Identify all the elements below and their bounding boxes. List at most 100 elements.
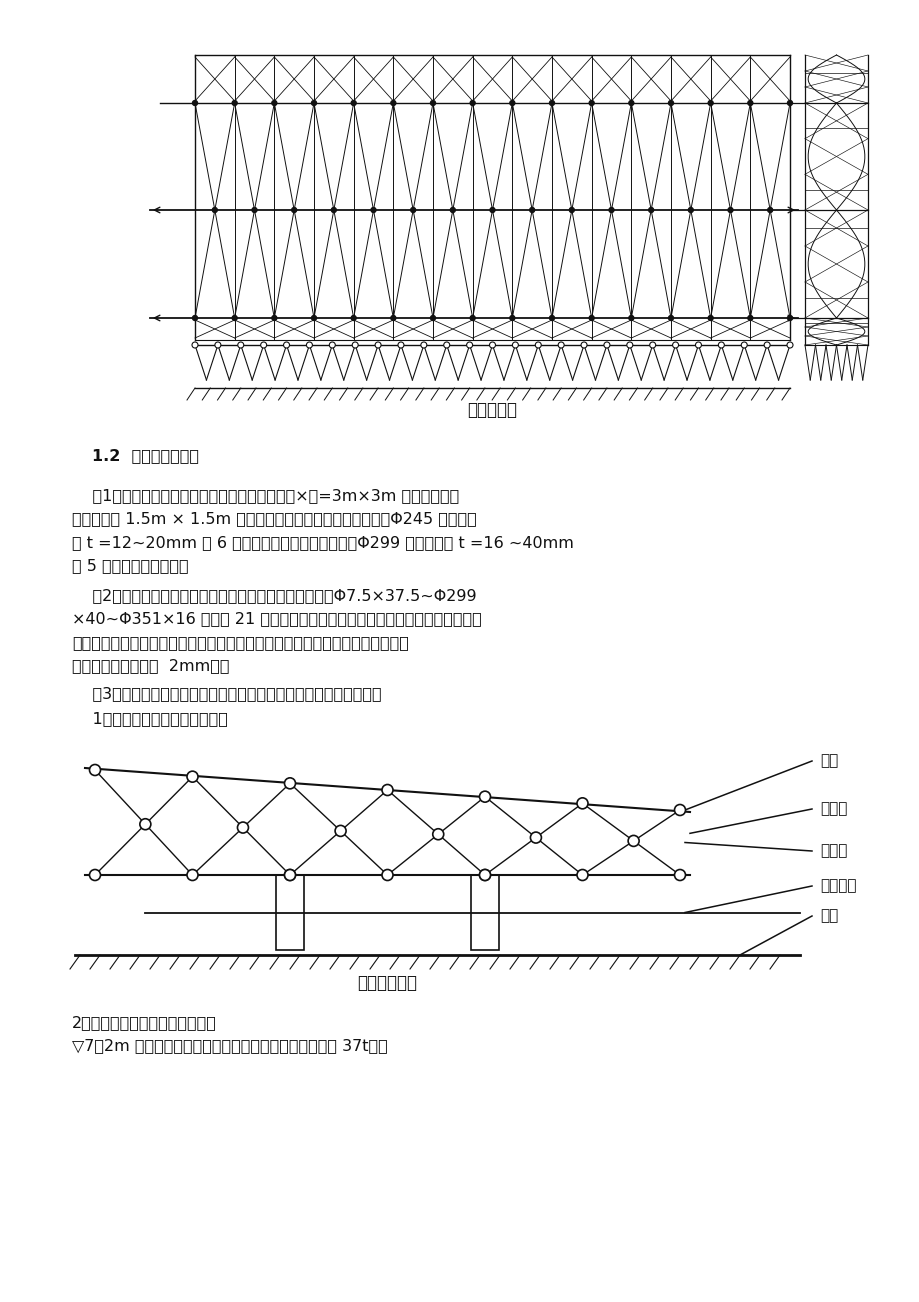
Circle shape (535, 342, 540, 348)
Circle shape (674, 805, 685, 815)
Circle shape (89, 764, 100, 776)
Circle shape (588, 100, 594, 105)
Circle shape (391, 100, 395, 105)
Circle shape (509, 315, 515, 320)
Circle shape (381, 785, 392, 796)
Circle shape (479, 792, 490, 802)
Circle shape (192, 342, 198, 348)
Circle shape (576, 870, 587, 880)
Circle shape (687, 207, 693, 212)
Circle shape (626, 342, 632, 348)
Circle shape (629, 315, 633, 320)
Text: 有 t =12~20mm 等 6 种不同的厚度变化，下弦杆（Φ299 无缝管）有 t =16 ~40mm: 有 t =12~20mm 等 6 种不同的厚度变化，下弦杆（Φ299 无缝管）有… (72, 535, 573, 549)
Circle shape (509, 100, 515, 105)
Text: 钢屋盖结构: 钢屋盖结构 (467, 401, 517, 419)
Circle shape (549, 315, 554, 320)
Text: ×40~Φ351×16 等多达 21 种），而设计采用的节点形式全部为管一管相贯焊接: ×40~Φ351×16 等多达 21 种），而设计采用的节点形式全部为管一管相贯… (72, 612, 482, 626)
Bar (276, 875, 303, 950)
Circle shape (628, 836, 639, 846)
Circle shape (668, 100, 673, 105)
Circle shape (271, 100, 277, 105)
Circle shape (786, 342, 792, 348)
Circle shape (764, 342, 769, 348)
Circle shape (430, 315, 435, 320)
Circle shape (443, 342, 449, 348)
Circle shape (192, 100, 198, 105)
Text: （1）结构截面变化多。其截面大小由中部的底×高=3m×3m 变化，两端即: （1）结构截面变化多。其截面大小由中部的底×高=3m×3m 变化，两端即 (72, 488, 459, 503)
Circle shape (351, 315, 356, 320)
Circle shape (352, 342, 357, 348)
Circle shape (335, 825, 346, 836)
Circle shape (674, 870, 685, 880)
Text: 柱帽杆: 柱帽杆 (819, 844, 846, 858)
Text: 接点，不可避免地将会造成节点处构造空间过小，给节点定位精度提出很高要求: 接点，不可避免地将会造成节点处构造空间过小，给节点定位精度提出很高要求 (72, 635, 408, 650)
Circle shape (470, 100, 474, 105)
Circle shape (708, 100, 712, 105)
Circle shape (329, 342, 335, 348)
Circle shape (569, 207, 573, 212)
Circle shape (529, 207, 534, 212)
Circle shape (530, 832, 540, 844)
Text: ▽7．2m 楼板参与结构受力，以抵消结构外推力（最大达 37t）。: ▽7．2m 楼板参与结构受力，以抵消结构外推力（最大达 37t）。 (72, 1039, 387, 1053)
Circle shape (351, 100, 356, 105)
Circle shape (306, 342, 312, 348)
Circle shape (260, 342, 267, 348)
Circle shape (479, 870, 490, 880)
Circle shape (271, 315, 277, 320)
Circle shape (410, 207, 415, 212)
Circle shape (787, 100, 791, 105)
Circle shape (391, 315, 395, 320)
Circle shape (381, 870, 392, 880)
Text: （2）节点设计复杂，精度要求高。由于杆件种类多（由Φ7.5×37.5~Φ299: （2）节点设计复杂，精度要求高。由于杆件种类多（由Φ7.5×37.5~Φ299 (72, 589, 476, 603)
Text: 楼面: 楼面 (819, 909, 837, 923)
Circle shape (252, 207, 256, 212)
Circle shape (479, 870, 490, 880)
Circle shape (398, 342, 403, 348)
Circle shape (331, 207, 336, 212)
Circle shape (549, 100, 554, 105)
Circle shape (187, 870, 198, 880)
Circle shape (232, 315, 237, 320)
Circle shape (449, 207, 455, 212)
Circle shape (608, 207, 613, 212)
Circle shape (747, 100, 752, 105)
Circle shape (284, 777, 295, 789)
Circle shape (192, 315, 198, 320)
Circle shape (370, 207, 376, 212)
Bar (471, 875, 498, 950)
Circle shape (140, 819, 151, 829)
Text: 1）截面构造形式如下图所示。: 1）截面构造形式如下图所示。 (72, 711, 228, 727)
Circle shape (747, 315, 752, 320)
Text: 1.2  工程特点和难点: 1.2 工程特点和难点 (92, 448, 199, 464)
Circle shape (668, 315, 673, 320)
Circle shape (283, 342, 289, 348)
Circle shape (718, 342, 723, 348)
Text: 悬挂部分为 1.5m × 1.5m ，而且根据截面受力不同，上弦管（Φ245 无缝管）: 悬挂部分为 1.5m × 1.5m ，而且根据截面受力不同，上弦管（Φ245 无… (72, 512, 476, 526)
Text: （3）结构受力形式独特，不同于国内一般常见形式。本分析如下：: （3）结构受力形式独特，不同于国内一般常见形式。本分析如下： (72, 686, 381, 700)
Circle shape (312, 315, 316, 320)
Circle shape (237, 822, 248, 833)
Text: （设计允许节点偏差  2mm）。: （设计允许节点偏差 2mm）。 (72, 659, 229, 673)
Text: 2）长度方向上构造如下图所示。: 2）长度方向上构造如下图所示。 (72, 1016, 217, 1030)
Circle shape (284, 870, 295, 880)
Circle shape (558, 342, 563, 348)
Circle shape (89, 870, 100, 880)
Circle shape (490, 207, 494, 212)
Circle shape (237, 342, 244, 348)
Text: 混凝土柱: 混凝土柱 (819, 879, 856, 893)
Circle shape (588, 315, 594, 320)
Circle shape (432, 829, 443, 840)
Circle shape (581, 342, 586, 348)
Circle shape (695, 342, 700, 348)
Circle shape (375, 342, 380, 348)
Circle shape (470, 315, 474, 320)
Circle shape (727, 207, 732, 212)
Circle shape (215, 342, 221, 348)
Circle shape (629, 100, 633, 105)
Circle shape (708, 315, 712, 320)
Circle shape (420, 342, 426, 348)
Circle shape (576, 798, 587, 809)
Circle shape (232, 100, 237, 105)
Circle shape (430, 100, 435, 105)
Circle shape (741, 342, 746, 348)
